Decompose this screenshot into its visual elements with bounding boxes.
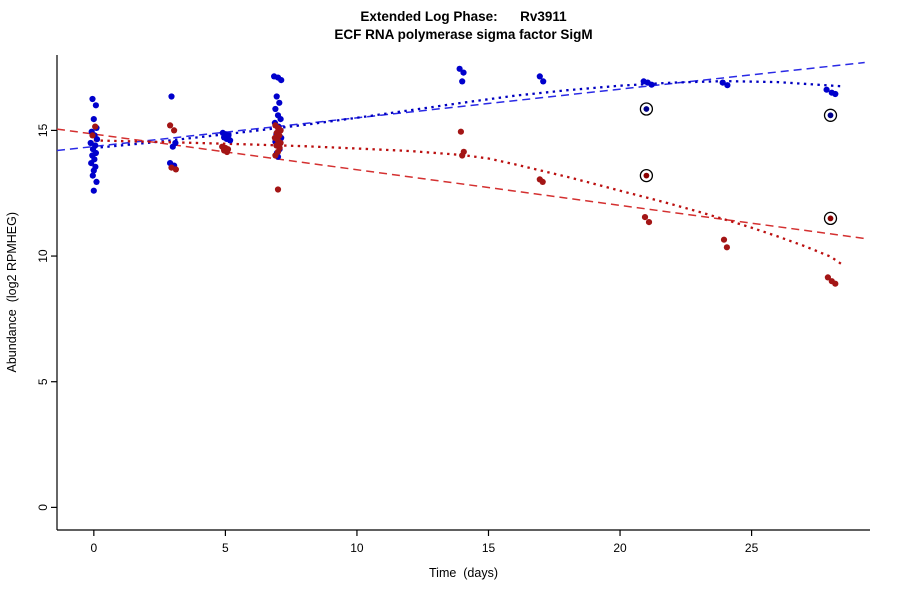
data-point xyxy=(90,187,97,194)
data-point xyxy=(90,116,97,123)
data-point xyxy=(274,186,282,193)
x-tick-label: 25 xyxy=(745,541,759,555)
data-point xyxy=(539,178,546,185)
data-point xyxy=(223,148,231,156)
data-point xyxy=(273,93,280,100)
condition-1-linear-fit xyxy=(56,61,865,152)
data-point xyxy=(227,137,234,144)
outlier-ring-icon xyxy=(823,108,838,122)
data-point xyxy=(824,274,832,281)
data-point xyxy=(460,69,467,76)
chart-subtitle: ECF RNA polymerase sigma factor SigM xyxy=(334,27,593,42)
data-point xyxy=(89,132,96,139)
data-point xyxy=(823,86,830,93)
condition-1-linear-fit-path xyxy=(56,61,865,152)
data-point xyxy=(540,78,547,85)
condition-1-smooth-fit-path xyxy=(93,79,844,150)
x-tick-label: 10 xyxy=(350,541,364,555)
outlier-ring-icon xyxy=(639,102,654,116)
x-tick-label: 5 xyxy=(222,541,229,555)
data-point xyxy=(645,219,653,226)
outlier-point xyxy=(643,106,650,112)
data-point xyxy=(723,244,731,251)
condition-2-linear-fit-path xyxy=(56,128,865,240)
outlier-point xyxy=(827,112,834,119)
data-point xyxy=(459,152,466,159)
data-point xyxy=(832,90,839,98)
data-point xyxy=(459,78,466,85)
data-point xyxy=(167,122,174,129)
y-tick-label: 5 xyxy=(36,378,50,385)
data-point xyxy=(278,77,285,84)
data-point xyxy=(457,128,464,135)
x-tick-label: 0 xyxy=(90,541,97,555)
data-point xyxy=(168,93,175,100)
condition-2-linear-fit xyxy=(56,128,865,240)
data-point xyxy=(92,102,99,109)
y-tick-label: 0 xyxy=(36,504,50,511)
outlier-point xyxy=(643,172,650,179)
data-point xyxy=(172,166,179,173)
data-point xyxy=(641,214,649,221)
data-point xyxy=(169,143,176,150)
data-point xyxy=(93,136,101,143)
data-point xyxy=(724,82,731,89)
y-tick-label: 15 xyxy=(36,123,50,137)
data-point xyxy=(88,160,95,167)
y-axis-label: Abundance (log2 RPMHEG) xyxy=(5,212,19,373)
data-point xyxy=(171,127,178,134)
data-point xyxy=(89,95,96,103)
outlier-point xyxy=(827,215,834,222)
data-point xyxy=(89,172,96,179)
outlier-ring-icon xyxy=(639,168,654,183)
data-point xyxy=(93,178,100,185)
chart-title: Extended Log Phase: Rv3911 xyxy=(360,9,567,24)
y-axis-label-container: Abundance (log2 RPMHEG) xyxy=(2,55,22,530)
x-axis-label: Time (days) xyxy=(429,566,498,580)
x-tick-label: 20 xyxy=(613,541,627,555)
y-tick-label: 10 xyxy=(36,249,50,263)
data-point xyxy=(272,105,279,113)
data-point xyxy=(832,280,839,287)
data-point xyxy=(92,123,99,130)
condition-2-smooth-fit-path xyxy=(93,139,845,267)
data-point xyxy=(536,73,543,80)
flagged-outliers xyxy=(639,102,838,226)
axes: 0 5 10 15 20 25 0 5 10 15 xyxy=(36,55,870,555)
condition-1-smooth-fit xyxy=(93,79,844,150)
data-point xyxy=(456,65,463,72)
data-point xyxy=(648,81,655,88)
data-point xyxy=(272,152,279,159)
condition-2-points xyxy=(89,122,839,287)
condition-2-smooth-fit xyxy=(93,139,845,267)
data-point xyxy=(90,167,97,174)
x-tick-label: 15 xyxy=(482,541,496,555)
data-point xyxy=(720,236,728,243)
outlier-ring-icon xyxy=(823,211,838,226)
data-point xyxy=(277,116,284,123)
data-point xyxy=(719,79,726,86)
data-point xyxy=(276,99,283,106)
